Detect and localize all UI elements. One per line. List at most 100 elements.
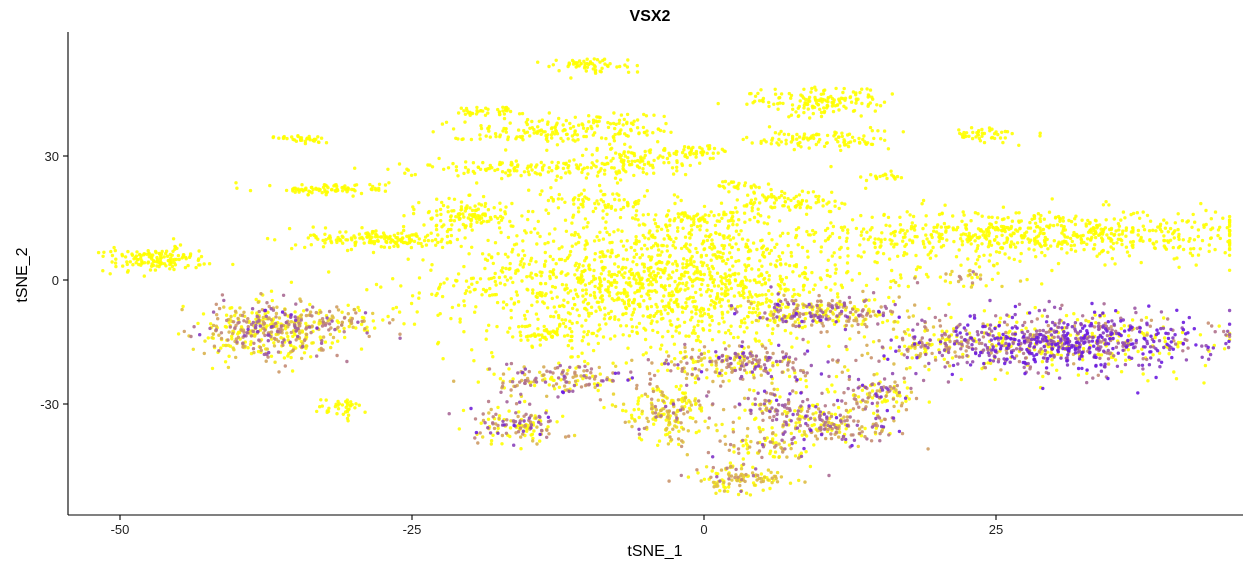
- cell-point: [712, 244, 716, 249]
- cell-point: [797, 321, 801, 325]
- cell-point: [928, 256, 933, 260]
- cell-point: [846, 228, 850, 232]
- cell-point: [585, 308, 589, 312]
- cell-point: [564, 171, 568, 175]
- cell-point: [750, 209, 754, 213]
- cell-point: [771, 327, 775, 331]
- cell-point: [413, 172, 417, 177]
- cell-point: [406, 257, 410, 261]
- cell-point: [551, 239, 556, 243]
- cell-point: [844, 106, 848, 110]
- cell-point: [814, 98, 818, 103]
- cell-point: [732, 294, 737, 298]
- cell-point: [839, 245, 843, 250]
- cell-point: [641, 125, 646, 130]
- cell-point: [773, 450, 778, 454]
- cell-point: [1038, 219, 1043, 224]
- cell-point: [819, 114, 824, 119]
- cell-point: [1113, 358, 1118, 362]
- cell-point: [660, 335, 665, 339]
- cell-point: [614, 122, 618, 127]
- cell-point: [940, 329, 944, 333]
- cell-point: [982, 309, 987, 313]
- cell-point: [426, 163, 430, 167]
- cell-point: [336, 339, 340, 343]
- cell-point: [708, 294, 712, 298]
- cell-point: [540, 291, 544, 295]
- cell-point: [742, 183, 747, 188]
- cell-point: [890, 239, 894, 243]
- cell-point: [669, 130, 673, 134]
- cell-point: [711, 151, 715, 155]
- cell-point: [636, 158, 640, 163]
- cell-point: [846, 269, 850, 274]
- cell-point: [867, 298, 871, 302]
- cell-point: [388, 234, 392, 239]
- cell-point: [720, 255, 724, 259]
- cell-point: [767, 304, 771, 308]
- cell-point: [800, 245, 805, 250]
- cell-point: [616, 253, 620, 258]
- cell-point: [503, 283, 507, 287]
- cell-point: [551, 272, 556, 277]
- cell-point: [647, 283, 651, 287]
- cell-point: [586, 302, 590, 306]
- cell-point: [619, 128, 623, 132]
- cell-point: [787, 91, 791, 96]
- cell-point: [522, 313, 527, 318]
- cell-point: [543, 259, 548, 263]
- cell-point: [672, 151, 676, 156]
- cell-point: [480, 252, 485, 256]
- cell-point: [865, 230, 869, 234]
- cell-point: [266, 310, 270, 314]
- cell-point: [1018, 279, 1023, 283]
- cell-point: [1140, 347, 1144, 351]
- cell-point: [336, 320, 341, 325]
- cell-point: [508, 326, 512, 330]
- cell-point: [675, 297, 679, 302]
- cell-point: [617, 118, 622, 123]
- cell-point: [1192, 246, 1196, 251]
- cell-point: [500, 270, 505, 274]
- cell-point: [992, 132, 997, 136]
- cell-point: [660, 343, 664, 347]
- cell-point: [1050, 268, 1054, 273]
- cell-point: [981, 233, 985, 237]
- cell-point: [330, 341, 334, 345]
- cell-point: [605, 161, 610, 165]
- cell-point: [667, 160, 671, 165]
- cell-point: [794, 391, 798, 395]
- cell-point: [1106, 362, 1111, 366]
- cell-point: [913, 224, 917, 228]
- cell-point: [833, 390, 837, 394]
- cell-point: [695, 268, 699, 272]
- cell-point: [666, 277, 670, 281]
- cell-point: [637, 131, 641, 136]
- cell-point: [852, 139, 857, 143]
- cell-point: [624, 361, 628, 365]
- cell-point: [1124, 228, 1128, 232]
- cell-point: [718, 297, 722, 301]
- cell-point: [457, 427, 461, 431]
- cell-point: [1038, 226, 1042, 230]
- cell-point: [304, 321, 308, 326]
- cell-point: [394, 305, 399, 310]
- cell-point: [293, 310, 297, 314]
- cell-point: [701, 215, 705, 219]
- cell-point: [560, 197, 564, 201]
- cell-point: [796, 106, 800, 110]
- cell-point: [1121, 229, 1125, 233]
- cell-point: [582, 330, 586, 334]
- cell-point: [320, 190, 324, 195]
- cell-point: [364, 231, 368, 236]
- cell-point: [868, 228, 873, 232]
- cell-point: [345, 248, 350, 253]
- cell-point: [834, 267, 838, 271]
- cell-point: [860, 388, 865, 392]
- cell-point: [600, 66, 604, 71]
- cell-point: [396, 243, 400, 248]
- cell-point: [1038, 231, 1042, 236]
- cell-point: [386, 314, 390, 319]
- cell-point: [573, 115, 577, 120]
- cell-point: [325, 409, 329, 413]
